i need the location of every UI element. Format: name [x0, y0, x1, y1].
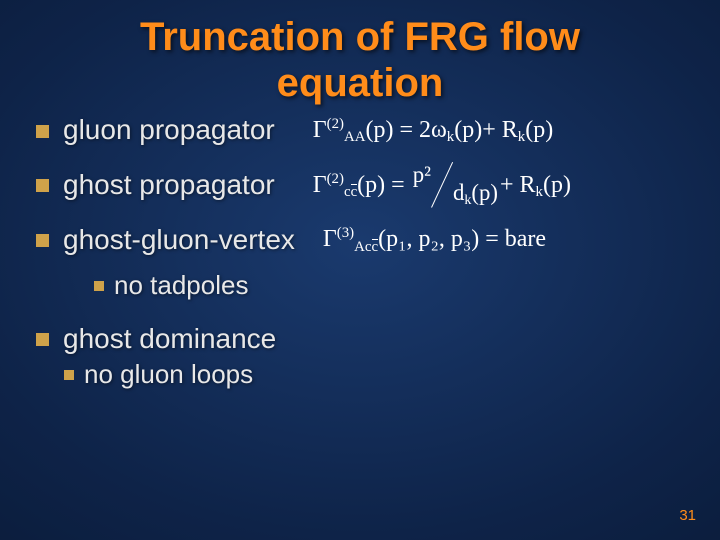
item-label: ghost-gluon-vertex: [63, 224, 295, 256]
content-area: gluon propagator Γ(2)AA(p) = 2ωk(p) + Rk…: [0, 106, 720, 390]
bullet-icon: [36, 179, 49, 192]
slide-title: Truncation of FRG flow equation: [0, 0, 720, 106]
bullet-icon: [36, 333, 49, 346]
list-item: ghost propagator Γ(2)cc(p) = p²dk(p) + R…: [36, 168, 720, 202]
list-item: ghost-gluon-vertex Γ(3)Acc(p₁, p₂, p₃) =…: [36, 224, 720, 256]
sub-list: no tadpoles: [36, 270, 720, 301]
item-label: ghost dominance: [63, 323, 276, 355]
bullet-icon: [94, 281, 104, 291]
list-item: ghost dominance no gluon loops: [36, 323, 720, 390]
list-item: no tadpoles: [94, 270, 720, 301]
bullet-icon: [64, 370, 74, 380]
sub-item-label: no gluon loops: [84, 359, 253, 390]
formula-gluon: Γ(2)AA(p) = 2ωk(p) + Rk(p): [313, 117, 553, 144]
list-item: gluon propagator Γ(2)AA(p) = 2ωk(p) + Rk…: [36, 114, 720, 146]
bullet-icon: [36, 125, 49, 138]
item-label: gluon propagator: [63, 114, 275, 146]
formula-ghost: Γ(2)cc(p) = p²dk(p) + Rk(p): [313, 168, 571, 202]
bullet-icon: [36, 234, 49, 247]
title-line-1: Truncation of FRG flow: [0, 14, 720, 60]
page-number: 31: [679, 507, 696, 524]
sub-item-label: no tadpoles: [114, 270, 248, 301]
title-line-2: equation: [0, 60, 720, 106]
formula-vertex: Γ(3)Acc(p₁, p₂, p₃) = bare: [323, 226, 546, 253]
nested-list-item: no gluon loops: [64, 359, 720, 390]
item-label: ghost propagator: [63, 169, 275, 201]
